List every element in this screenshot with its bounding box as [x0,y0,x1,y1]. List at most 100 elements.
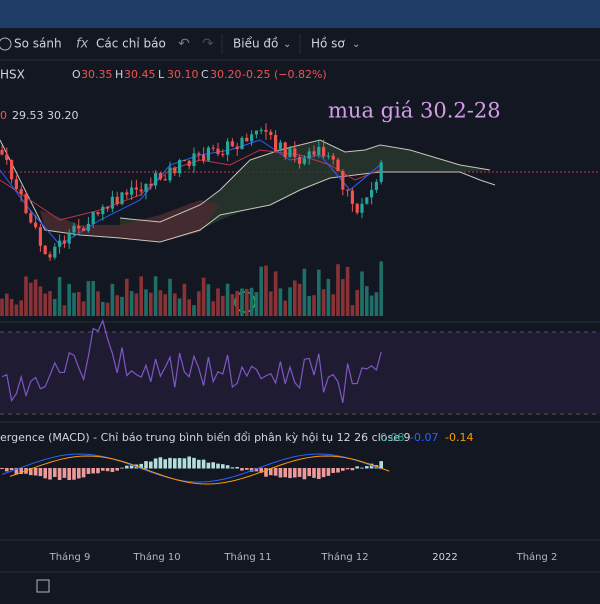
candle [293,148,297,157]
macd-hist [182,458,187,469]
candle [144,183,148,192]
macd-hist [43,468,47,479]
redo[interactable]: ↷ [202,36,214,52]
volume [168,278,172,316]
volume [105,302,110,316]
macd-hist [379,461,383,469]
ohlc-value: 30.20 [210,68,242,81]
macd-hist [283,468,287,478]
macd-hist [350,468,355,471]
time-label: Tháng 11 [223,551,271,563]
volume [192,305,196,316]
macd-hist [110,468,115,473]
volume [77,291,81,316]
volume [5,293,9,316]
macd-hist [57,468,62,480]
candle [101,206,105,215]
candle [206,147,210,161]
volume [221,295,225,316]
macd-label: ergence (MACD) - Chỉ báo trung bình biến… [0,431,410,444]
macd-hist [317,468,321,479]
toolbar-compare[interactable]: So sánh [14,37,62,51]
macd-hist [264,468,268,477]
macd-hist [235,466,239,469]
macd-hist [177,458,182,469]
candle [197,153,201,155]
macd-hist [153,458,158,469]
candle [312,151,316,155]
macd-hist [91,468,95,474]
candle [53,246,57,258]
volume [62,305,67,316]
volume [312,295,316,316]
volume [33,279,38,316]
toolbar-chart[interactable]: Biểu đồ [233,37,278,51]
candle [211,147,215,149]
candle [43,245,47,255]
chevron: ⌄ [352,39,360,50]
cloud-red [40,200,220,242]
volume [134,293,139,316]
volume [72,292,76,316]
macd-hist [345,468,350,470]
volume [91,281,95,316]
candle [125,192,129,195]
volume [43,293,47,316]
indicator-value: 29.53 [12,109,44,122]
macd-hist [0,468,4,470]
volume [110,283,115,316]
macd-hist [302,468,307,480]
time-label: Tháng 9 [49,551,91,563]
undo[interactable]: ↶ [178,36,190,52]
time-label: Tháng 12 [320,551,368,563]
candle [96,212,100,215]
candle [72,225,76,233]
candle [163,179,167,181]
time-label: Tháng 2 [516,551,558,563]
volume [67,283,71,316]
compare-icon[interactable] [0,37,12,51]
candle [254,130,258,135]
macd-hist [115,468,119,471]
macd-hist [312,468,316,478]
volume [240,288,244,316]
candle [341,171,345,190]
macd-hist [77,468,81,479]
macd-hist [86,468,91,474]
top-bar [0,0,600,28]
candle [365,197,369,204]
volume [144,289,148,316]
macd-value: 0.08 [380,431,405,444]
volume [254,292,259,316]
toolbar-indicators[interactable]: Các chỉ báo [96,37,166,51]
macd-hist [197,459,201,469]
macd-hist [33,468,38,476]
candle [14,179,18,190]
toolbar-profile[interactable]: Hồ sơ [311,37,345,51]
volume [173,293,177,316]
volume [302,268,307,316]
candle [130,187,134,195]
volume [288,287,292,316]
calendar-icon[interactable] [36,579,50,593]
volume [297,283,302,316]
candle [91,212,95,224]
volume [293,280,297,316]
macd-hist [9,468,14,471]
volume [14,304,19,316]
macd-hist [326,468,331,476]
volume [216,288,220,316]
candle [374,181,378,190]
ohlc-label: C [201,68,209,81]
macd-hist [120,467,124,469]
candle [168,167,172,181]
volume [201,277,206,316]
macd-hist [225,465,230,469]
candle [322,146,326,157]
candle [24,194,28,214]
macd-hist [163,459,167,469]
annotation: mua giá 30.2-28 [328,99,501,123]
volume [379,261,383,316]
macd-hist [192,457,196,469]
macd-hist [144,461,148,469]
